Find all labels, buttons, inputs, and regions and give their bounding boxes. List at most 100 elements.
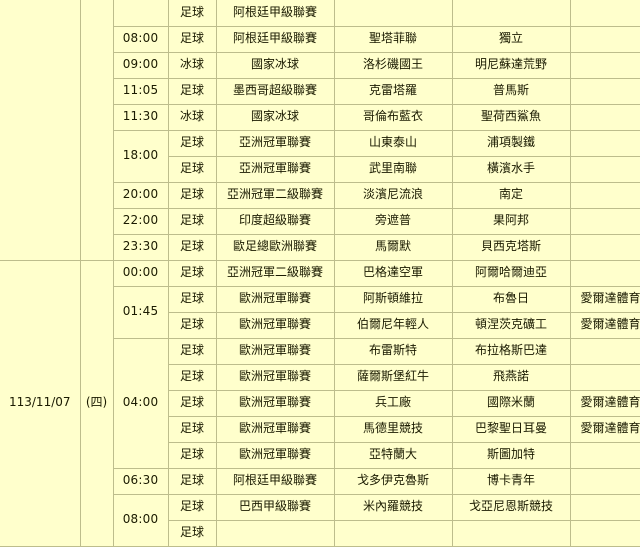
cell-tv-channel bbox=[570, 104, 640, 131]
cell-tv-channel bbox=[570, 0, 640, 27]
table-row[interactable]: 足球歐洲冠軍聯賽馬德里競技巴黎聖日耳曼愛爾達體育二台單場 bbox=[0, 416, 640, 443]
cell-league: 巴西甲級聯賽 bbox=[216, 494, 335, 521]
cell-home-team: 戈多伊克魯斯 bbox=[334, 468, 453, 495]
table-row[interactable]: 足球亞洲冠軍聯賽武里南聯橫濱水手單場+場中 bbox=[0, 156, 640, 183]
cell-away-team bbox=[452, 520, 571, 547]
table-row[interactable]: 足球歐洲冠軍聯賽伯爾尼年輕人頓涅茨克礦工愛爾達體育二台單場 bbox=[0, 312, 640, 339]
cell-away-team: 普馬斯 bbox=[452, 78, 571, 105]
cell-tv-channel bbox=[570, 234, 640, 261]
cell-league: 歐洲冠軍聯賽 bbox=[216, 364, 335, 391]
cell-sport: 冰球 bbox=[168, 52, 217, 79]
cell-home-team: 山東泰山 bbox=[334, 130, 453, 157]
cell-home-team: 馬爾默 bbox=[334, 234, 453, 261]
cell-tv-channel bbox=[570, 208, 640, 235]
cell-sport: 足球 bbox=[168, 494, 217, 521]
cell-away-team: 獨立 bbox=[452, 26, 571, 53]
cell-home-team: 伯爾尼年輕人 bbox=[334, 312, 453, 339]
table-row[interactable]: 23:30足球歐足總歐洲聯賽馬爾默貝西克塔斯單場+場中 bbox=[0, 234, 640, 261]
cell-away-team: 博卡青年 bbox=[452, 468, 571, 495]
cell-league: 歐洲冠軍聯賽 bbox=[216, 338, 335, 365]
cell-time: 08:00 bbox=[113, 26, 169, 53]
cell-tv-channel bbox=[570, 468, 640, 495]
table-row[interactable]: 足球阿根廷甲級聯賽單場+場中 bbox=[0, 0, 640, 261]
cell-home-team: 米內羅競技 bbox=[334, 494, 453, 521]
cell-tv-channel: 愛爾達體育一台 bbox=[570, 390, 640, 417]
table-row[interactable]: 113/11/07(四)00:00足球亞洲冠軍二級聯賽巴格達空軍阿爾哈爾迪亞單場 bbox=[0, 260, 640, 547]
cell-away-team: 橫濱水手 bbox=[452, 156, 571, 183]
table-row[interactable]: 20:00足球亞洲冠軍二級聯賽淡濱尼流浪南定單場+場中 bbox=[0, 182, 640, 209]
cell-home-team: 布雷斯特 bbox=[334, 338, 453, 365]
cell-sport: 足球 bbox=[168, 234, 217, 261]
cell-home-team: 聖塔菲聯 bbox=[334, 26, 453, 53]
cell-tv-channel bbox=[570, 26, 640, 53]
cell-home-team: 淡濱尼流浪 bbox=[334, 182, 453, 209]
cell-date: 113/11/07 bbox=[0, 260, 81, 547]
cell-sport: 冰球 bbox=[168, 104, 217, 131]
cell-home-team: 武里南聯 bbox=[334, 156, 453, 183]
table-row[interactable]: 01:45足球歐洲冠軍聯賽阿斯頓維拉布魯日愛爾達體育一台單場+場中 bbox=[0, 286, 640, 339]
cell-time bbox=[113, 0, 169, 27]
table-row[interactable]: 足球歐洲冠軍聯賽兵工廠國際米蘭愛爾達體育一台單場+場中 bbox=[0, 390, 640, 417]
cell-league: 國家冰球 bbox=[216, 52, 335, 79]
cell-tv-channel bbox=[570, 338, 640, 365]
cell-away-team: 貝西克塔斯 bbox=[452, 234, 571, 261]
cell-sport: 足球 bbox=[168, 286, 217, 313]
cell-time: 11:30 bbox=[113, 104, 169, 131]
cell-tv-channel bbox=[570, 494, 640, 521]
cell-tv-channel: 愛爾達體育一台 bbox=[570, 286, 640, 313]
cell-away-team: 南定 bbox=[452, 182, 571, 209]
cell-home-team: 巴格達空軍 bbox=[334, 260, 453, 287]
table-row[interactable]: 04:00足球歐洲冠軍聯賽布雷斯特布拉格斯巴達單場 bbox=[0, 338, 640, 469]
cell-away-team: 頓涅茨克礦工 bbox=[452, 312, 571, 339]
cell-home-team: 旁遮普 bbox=[334, 208, 453, 235]
cell-time: 04:00 bbox=[113, 338, 169, 469]
cell-time: 23:30 bbox=[113, 234, 169, 261]
cell-tv-channel bbox=[570, 52, 640, 79]
cell-home-team: 兵工廠 bbox=[334, 390, 453, 417]
cell-sport: 足球 bbox=[168, 26, 217, 53]
cell-time: 18:00 bbox=[113, 130, 169, 183]
table-row[interactable]: 09:00冰球國家冰球洛杉磯國王明尼蘇達荒野場中 bbox=[0, 52, 640, 79]
cell-league: 亞洲冠軍聯賽 bbox=[216, 130, 335, 157]
cell-home-team: 馬德里競技 bbox=[334, 416, 453, 443]
cell-home-team: 哥倫布藍衣 bbox=[334, 104, 453, 131]
table-row[interactable]: 足球歐洲冠軍聯賽薩爾斯堡紅牛飛燕諾單場 bbox=[0, 364, 640, 391]
cell-sport: 足球 bbox=[168, 182, 217, 209]
cell-away-team: 布魯日 bbox=[452, 286, 571, 313]
table-row[interactable]: 11:30冰球國家冰球哥倫布藍衣聖荷西鯊魚場中 bbox=[0, 104, 640, 131]
table-row[interactable]: 22:00足球印度超級聯賽旁遮普果阿邦單場+場中 bbox=[0, 208, 640, 235]
cell-league: 歐洲冠軍聯賽 bbox=[216, 416, 335, 443]
cell-tv-channel bbox=[570, 182, 640, 209]
cell-league: 亞洲冠軍聯賽 bbox=[216, 156, 335, 183]
cell-sport: 足球 bbox=[168, 312, 217, 339]
cell-tv-channel: 愛爾達體育二台 bbox=[570, 416, 640, 443]
cell-home-team: 洛杉磯國王 bbox=[334, 52, 453, 79]
cell-home-team: 亞特蘭大 bbox=[334, 442, 453, 469]
cell-away-team: 飛燕諾 bbox=[452, 364, 571, 391]
table-row[interactable]: 08:00足球阿根廷甲級聯賽聖塔菲聯獨立單場+場中 bbox=[0, 26, 640, 53]
cell-away-team: 布拉格斯巴達 bbox=[452, 338, 571, 365]
cell-home-team: 薩爾斯堡紅牛 bbox=[334, 364, 453, 391]
cell-home-team bbox=[334, 0, 453, 27]
cell-league: 歐洲冠軍聯賽 bbox=[216, 390, 335, 417]
cell-sport: 足球 bbox=[168, 260, 217, 287]
cell-sport: 足球 bbox=[168, 78, 217, 105]
cell-sport: 足球 bbox=[168, 364, 217, 391]
cell-away-team: 阿爾哈爾迪亞 bbox=[452, 260, 571, 287]
cell-sport: 足球 bbox=[168, 520, 217, 547]
cell-away-team: 明尼蘇達荒野 bbox=[452, 52, 571, 79]
cell-tv-channel bbox=[570, 520, 640, 547]
table-row[interactable]: 18:00足球亞洲冠軍聯賽山東泰山浦項製鐵單場 bbox=[0, 130, 640, 183]
cell-home-team: 克雷塔羅 bbox=[334, 78, 453, 105]
cell-sport: 足球 bbox=[168, 442, 217, 469]
cell-sport: 足球 bbox=[168, 156, 217, 183]
cell-away-team bbox=[452, 0, 571, 27]
cell-time: 01:45 bbox=[113, 286, 169, 339]
cell-league: 歐洲冠軍聯賽 bbox=[216, 312, 335, 339]
cell-away-team: 浦項製鐵 bbox=[452, 130, 571, 157]
cell-sport: 足球 bbox=[168, 338, 217, 365]
cell-tv-channel bbox=[570, 130, 640, 157]
cell-league: 亞洲冠軍二級聯賽 bbox=[216, 260, 335, 287]
cell-time: 22:00 bbox=[113, 208, 169, 235]
table-row[interactable]: 11:05足球墨西哥超級聯賽克雷塔羅普馬斯單場+場中 bbox=[0, 78, 640, 105]
